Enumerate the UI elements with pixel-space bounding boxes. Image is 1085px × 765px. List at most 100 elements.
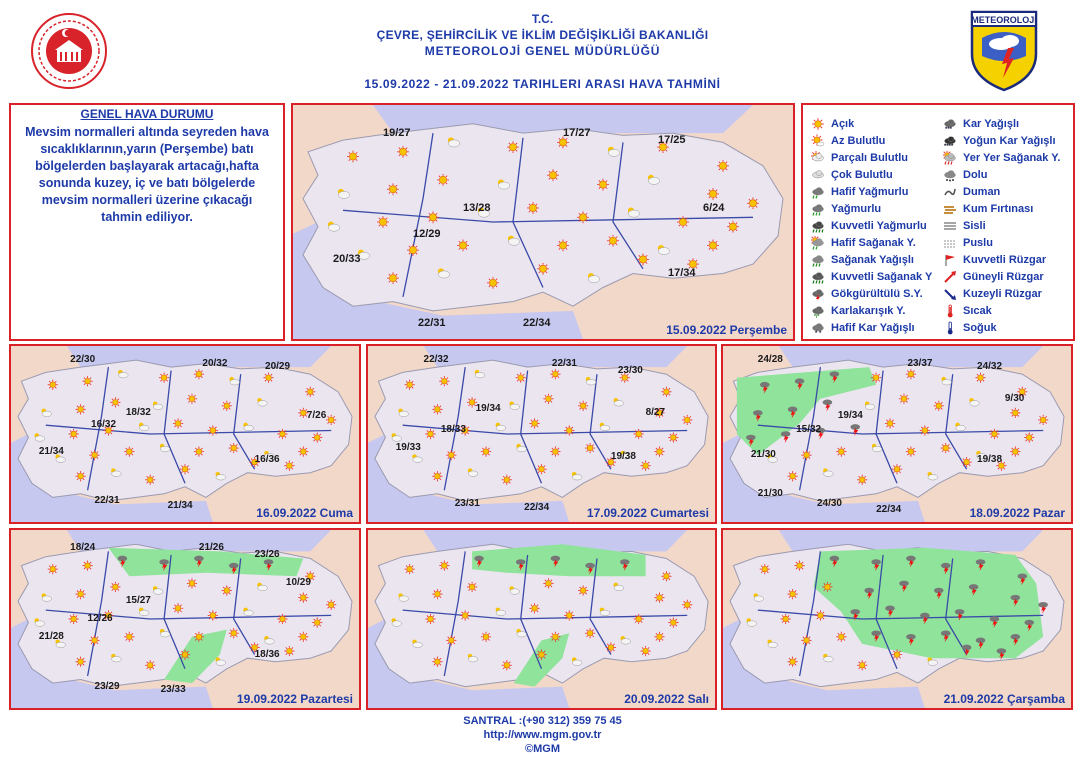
svg-text:*/*: */* (814, 314, 819, 318)
partly-cloudy-icon (229, 376, 240, 386)
partly-cloudy-icon (823, 468, 834, 477)
sun-icon (103, 425, 114, 436)
sun-icon (407, 244, 419, 256)
partly-cloudy-icon (627, 207, 640, 218)
temperature-label: 22/30 (70, 354, 96, 366)
partly-cloudy-icon (55, 639, 66, 648)
temperature-label: 21/28 (38, 630, 64, 642)
mediterranean-sea (11, 434, 213, 522)
thunderstorm-icon (864, 587, 874, 600)
sun-icon (326, 414, 337, 426)
sun-icon (145, 474, 156, 485)
temperature-label: 19/34 (837, 410, 863, 422)
header-directorate: METEOROLOJİ GENEL MÜDÜRLÜĞÜ (424, 44, 661, 58)
partly-cloudy-icon (55, 454, 66, 463)
legend-label: Duman (963, 185, 1001, 198)
legend-label: Açık (831, 117, 855, 130)
sun-icon (633, 613, 644, 625)
partly-cloudy-icon (941, 376, 952, 386)
thunderstorm-icon (585, 562, 595, 575)
partly-cloudy-icon (257, 582, 268, 592)
sun-icon (661, 571, 672, 582)
smoke-icon (943, 185, 957, 199)
turkey-map (723, 346, 1065, 522)
sun-icon (82, 376, 93, 387)
partly-cloudy-icon (474, 369, 486, 379)
legend-item: Çok Bulutlu (811, 166, 893, 183)
partly-cloudy-icon (118, 369, 129, 379)
sun-icon (68, 613, 79, 625)
partly-cloudy-icon (447, 137, 460, 148)
sun-icon (637, 253, 649, 266)
sandstorm-icon (943, 202, 957, 216)
sun-icon (1038, 414, 1049, 426)
legend-item: * * Hafif Kar Yağışlı (811, 319, 915, 337)
sun-icon (480, 631, 492, 642)
temperature-label: 22/32 (423, 354, 449, 366)
sun-icon (515, 372, 526, 383)
thunderstorm-icon (996, 648, 1007, 661)
temperature-label: 19/34 (475, 403, 501, 415)
sun-icon (439, 560, 450, 571)
partly-cloudy-icon (243, 607, 254, 616)
temperature-label: 19/27 (383, 127, 411, 140)
sun-icon (633, 428, 644, 440)
partly-cloudy-icon (647, 174, 660, 185)
partly-cloudy-icon (607, 146, 620, 157)
mediterranean-sea (293, 222, 583, 339)
region-border (86, 367, 110, 491)
sun-icon (457, 239, 469, 252)
rain-area (813, 547, 1044, 659)
temperature-label: 10/29 (285, 577, 311, 589)
mediterranean-sea (11, 619, 213, 708)
sun-icon (815, 610, 826, 621)
haze-icon (943, 236, 957, 250)
sun-icon (298, 407, 309, 418)
sun-icon (550, 369, 561, 380)
sun-icon (891, 464, 903, 475)
sun-icon (298, 592, 309, 603)
sun-icon (298, 446, 309, 457)
partly-cloudy-icon (927, 471, 938, 481)
region-border (233, 374, 256, 470)
legend-label: Sağanak Yağışlı (831, 253, 914, 266)
snow-icon: *** (943, 117, 957, 133)
sun-icon (501, 660, 512, 671)
sun-icon (82, 560, 93, 571)
temperature-label: 7/26 (306, 410, 327, 422)
legend-label: Puslu (963, 236, 993, 249)
footer-url[interactable]: http://www.mgm.gov.tr (483, 729, 602, 741)
partly-cloudy-icon (509, 586, 520, 595)
sun-icon (284, 645, 295, 657)
sun-icon (437, 173, 449, 186)
sun-icon (249, 457, 260, 468)
general-weather-title: GENEL HAVA DURUMU (80, 107, 214, 121)
sun-icon (179, 464, 191, 475)
thunderstorm-icon (746, 434, 756, 447)
sun-icon (707, 239, 719, 252)
svg-text:****: **** (944, 144, 954, 148)
thunderstorm-icon (975, 559, 986, 572)
legend-item: Sıcak (943, 302, 992, 319)
temperature-label: 21/34 (167, 500, 193, 512)
sun-icon (326, 599, 337, 610)
legend-item: Sisli (943, 217, 986, 234)
sun-icon (759, 564, 770, 575)
thunderstorm-icon (194, 555, 204, 568)
legend-label: Çok Bulutlu (831, 168, 893, 181)
sun-icon (439, 376, 450, 387)
sun-icon (432, 404, 443, 415)
partly-cloudy-icon (507, 235, 520, 246)
partly-cloudy-icon (467, 653, 479, 663)
partly-cloudy-icon (571, 657, 583, 666)
sun-icon (305, 386, 316, 397)
partly-cloudy-icon (955, 422, 966, 432)
footer-phone: SANTRAL :(+90 312) 359 75 45 (463, 715, 622, 727)
temperature-label: 18/32 (125, 406, 151, 418)
thunderstorm-icon (794, 378, 805, 391)
temperature-label: 22/31 (418, 316, 446, 329)
partly-cloudy-icon (357, 249, 370, 260)
sun-icon (543, 578, 554, 589)
general-weather-text: Mevsim normalleri altında seyreden hava … (25, 125, 269, 224)
partly-cloudy-icon (34, 618, 45, 627)
